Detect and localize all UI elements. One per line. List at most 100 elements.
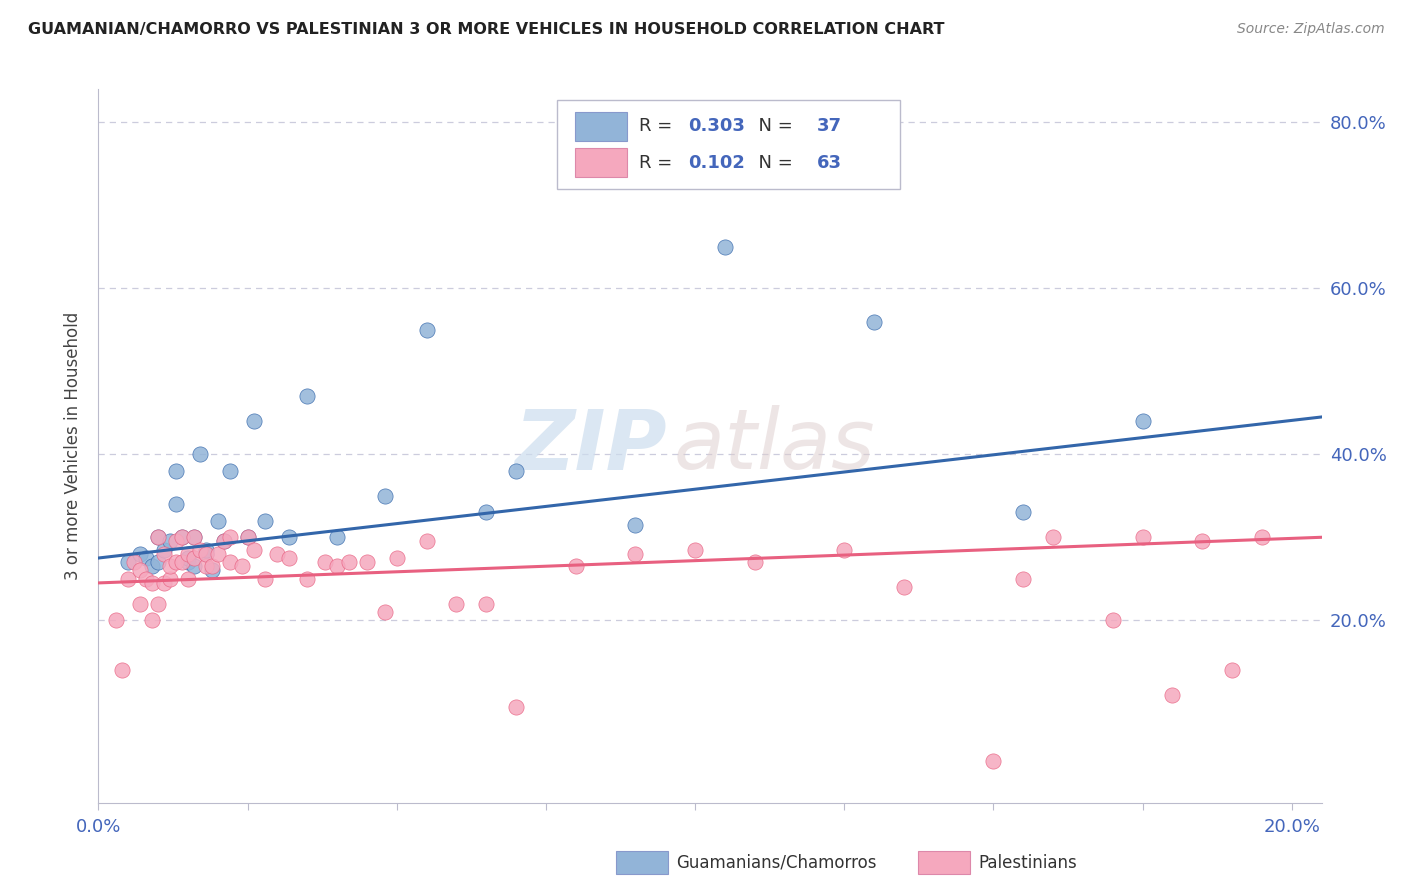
Point: [505, 464, 527, 478]
Text: N =: N =: [747, 153, 799, 171]
Text: GUAMANIAN/CHAMORRO VS PALESTINIAN 3 OR MORE VEHICLES IN HOUSEHOLD CORRELATION CH: GUAMANIAN/CHAMORRO VS PALESTINIAN 3 OR M…: [28, 22, 945, 37]
Point: [177, 572, 200, 586]
Point: [141, 559, 163, 574]
Point: [194, 547, 217, 561]
Text: Guamanians/Chamorros: Guamanians/Chamorros: [676, 854, 877, 871]
Point: [475, 597, 498, 611]
Point: [141, 575, 163, 590]
Point: [266, 547, 288, 561]
Point: [135, 551, 157, 566]
Point: [201, 559, 224, 574]
Text: ZIP: ZIP: [515, 406, 668, 486]
Point: [207, 514, 229, 528]
Point: [278, 551, 301, 566]
Point: [624, 517, 647, 532]
Point: [141, 613, 163, 627]
Point: [744, 555, 766, 569]
Point: [201, 564, 224, 578]
Point: [194, 547, 217, 561]
Point: [297, 572, 319, 586]
Point: [236, 530, 259, 544]
Point: [207, 547, 229, 561]
Point: [170, 555, 193, 569]
Point: [122, 555, 145, 569]
Point: [153, 542, 176, 557]
Point: [1251, 530, 1274, 544]
Point: [183, 530, 205, 544]
FancyBboxPatch shape: [575, 148, 627, 178]
Point: [153, 575, 176, 590]
Point: [1012, 572, 1035, 586]
Point: [1132, 530, 1154, 544]
Point: [385, 551, 408, 566]
Point: [159, 559, 181, 574]
Point: [146, 530, 169, 544]
Point: [218, 530, 240, 544]
Point: [188, 447, 211, 461]
Point: [129, 564, 152, 578]
Point: [242, 414, 264, 428]
Point: [863, 314, 886, 328]
Point: [326, 530, 349, 544]
Point: [832, 542, 855, 557]
Point: [415, 323, 437, 337]
Point: [314, 555, 336, 569]
Text: 0.102: 0.102: [688, 153, 745, 171]
Text: R =: R =: [640, 118, 678, 136]
Point: [446, 597, 468, 611]
Point: [565, 559, 588, 574]
Point: [159, 572, 181, 586]
Point: [242, 542, 264, 557]
Point: [183, 559, 205, 574]
Y-axis label: 3 or more Vehicles in Household: 3 or more Vehicles in Household: [65, 312, 83, 580]
Point: [135, 572, 157, 586]
Point: [983, 754, 1005, 768]
Point: [105, 613, 128, 627]
Point: [177, 551, 200, 566]
FancyBboxPatch shape: [575, 112, 627, 141]
Point: [194, 559, 217, 574]
Point: [1101, 613, 1123, 627]
Point: [111, 663, 134, 677]
Point: [475, 505, 498, 519]
Point: [1012, 505, 1035, 519]
Text: Palestinians: Palestinians: [979, 854, 1077, 871]
Point: [146, 530, 169, 544]
Point: [218, 555, 240, 569]
Point: [188, 542, 211, 557]
Point: [129, 597, 152, 611]
Point: [1191, 534, 1213, 549]
Point: [326, 559, 349, 574]
Point: [165, 464, 187, 478]
Point: [177, 547, 200, 561]
Text: Source: ZipAtlas.com: Source: ZipAtlas.com: [1237, 22, 1385, 37]
Point: [177, 555, 200, 569]
Point: [218, 464, 240, 478]
Point: [714, 240, 737, 254]
Point: [297, 389, 319, 403]
Point: [356, 555, 378, 569]
Point: [278, 530, 301, 544]
Point: [1042, 530, 1064, 544]
Point: [129, 547, 152, 561]
Point: [236, 530, 259, 544]
Text: atlas: atlas: [673, 406, 875, 486]
Point: [170, 530, 193, 544]
Text: R =: R =: [640, 153, 683, 171]
FancyBboxPatch shape: [557, 100, 900, 189]
Point: [337, 555, 360, 569]
Point: [170, 530, 193, 544]
Point: [1132, 414, 1154, 428]
Point: [117, 555, 139, 569]
Point: [183, 530, 205, 544]
Point: [212, 534, 235, 549]
Text: 37: 37: [817, 118, 841, 136]
Point: [183, 551, 205, 566]
Point: [117, 572, 139, 586]
Point: [254, 514, 277, 528]
Point: [415, 534, 437, 549]
Point: [893, 580, 915, 594]
Point: [146, 555, 169, 569]
Point: [683, 542, 706, 557]
Point: [165, 497, 187, 511]
